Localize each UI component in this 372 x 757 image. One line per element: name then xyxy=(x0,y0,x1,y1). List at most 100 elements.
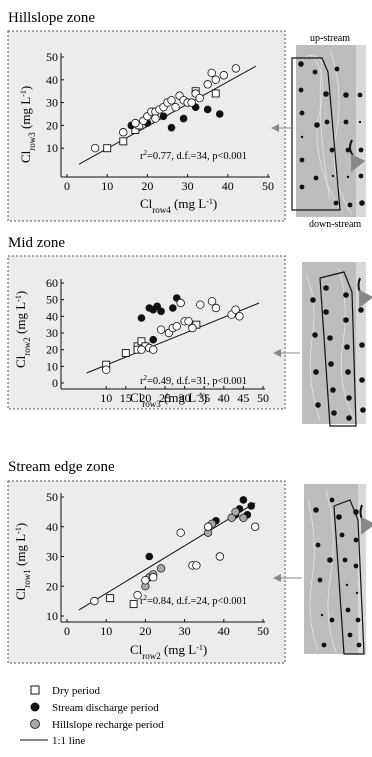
well-marker xyxy=(347,176,349,178)
well-marker xyxy=(330,618,335,623)
y-tick-label: 20 xyxy=(46,118,58,132)
well-marker xyxy=(325,120,330,125)
discharge-period-point xyxy=(169,304,177,312)
well-marker xyxy=(343,317,349,323)
x-tick-label: 50 xyxy=(262,179,274,193)
well-marker xyxy=(359,200,365,206)
well-marker xyxy=(359,174,364,179)
discharge-period-point xyxy=(168,124,176,132)
well-marker xyxy=(348,633,353,638)
well-marker xyxy=(359,377,365,383)
panel-2-title: Mid zone xyxy=(8,235,65,251)
discharge-period-point xyxy=(240,496,248,504)
well-marker xyxy=(322,643,327,648)
well-marker xyxy=(357,643,362,648)
discharge-period-point xyxy=(204,106,212,114)
well-marker xyxy=(327,557,333,563)
open-circle-point xyxy=(189,324,197,332)
well-marker xyxy=(299,88,304,93)
open-circle-point xyxy=(173,323,181,331)
well-marker xyxy=(345,369,351,375)
map-1-background xyxy=(296,45,366,217)
well-marker xyxy=(335,67,340,72)
well-marker xyxy=(356,592,358,594)
open-circle-point xyxy=(220,71,228,79)
y-tick-label: 60 xyxy=(46,276,58,290)
x-tick-label: 30 xyxy=(182,179,194,193)
open-circle-point xyxy=(216,553,224,561)
open-circle-point xyxy=(208,298,216,306)
y-tick-label: 40 xyxy=(46,73,58,87)
panel-1-title: Hillslope zone xyxy=(8,10,95,26)
dry-period-point xyxy=(104,145,111,152)
well-marker xyxy=(313,70,318,75)
well-marker xyxy=(330,498,335,503)
open-circle-point xyxy=(193,562,201,570)
map-top-label: up-stream xyxy=(310,33,350,44)
panel-3-stats: r2=0.84, d.f.=24, p<0.001 xyxy=(140,594,247,607)
well-marker xyxy=(316,543,321,548)
discharge-period-point xyxy=(216,110,224,118)
open-circle-point xyxy=(212,304,220,312)
open-circle-point xyxy=(251,523,259,531)
discharge-period-point xyxy=(180,115,188,123)
open-circle-point xyxy=(232,306,240,314)
x-tick-label: 10 xyxy=(101,179,113,193)
y-tick-label: 10 xyxy=(46,609,58,623)
legend-discharge-marker xyxy=(31,703,40,712)
legend-recharge-label: Hillslope recharge period xyxy=(52,719,164,731)
well-marker xyxy=(346,415,352,421)
open-circle-point xyxy=(168,97,176,105)
well-marker xyxy=(315,402,321,408)
panel-3-site-map xyxy=(304,484,366,654)
open-circle-point xyxy=(132,119,140,127)
open-circle-point xyxy=(138,346,146,354)
well-marker xyxy=(359,342,365,348)
y-tick-label: 30 xyxy=(46,96,58,110)
x-tick-label: 10 xyxy=(100,391,112,405)
well-marker xyxy=(312,332,318,338)
open-circle-point xyxy=(236,313,244,321)
dry-period-point xyxy=(212,90,219,97)
well-marker xyxy=(336,514,342,520)
well-marker xyxy=(327,335,333,341)
open-circle-point xyxy=(196,94,204,102)
well-marker xyxy=(328,361,334,367)
discharge-period-point xyxy=(146,553,154,561)
recharge-period-point xyxy=(157,565,165,573)
y-tick-label: 30 xyxy=(46,550,58,564)
well-marker xyxy=(323,309,329,315)
open-circle-point xyxy=(172,103,180,111)
y-tick-label: 10 xyxy=(46,141,58,155)
open-circle-point xyxy=(188,99,196,107)
well-marker xyxy=(356,618,361,623)
well-marker xyxy=(318,578,323,583)
x-tick-label: 45 xyxy=(237,391,249,405)
x-tick-label: 50 xyxy=(257,391,269,405)
open-circle-point xyxy=(142,577,150,585)
well-marker xyxy=(343,292,349,298)
panel-1-site-map: up-stream down-stream xyxy=(292,33,366,230)
well-marker xyxy=(340,533,345,538)
well-marker xyxy=(359,121,361,123)
open-circle-point xyxy=(212,76,220,84)
x-tick-label: 0 xyxy=(64,179,70,193)
discharge-period-point xyxy=(157,308,165,316)
dry-period-point xyxy=(122,350,129,357)
y-tick-label: 50 xyxy=(46,50,58,64)
well-marker xyxy=(332,175,334,177)
well-marker xyxy=(300,158,305,163)
y-tick-label: 20 xyxy=(46,579,58,593)
panel-2-site-map xyxy=(302,262,366,426)
y-tick-label: 20 xyxy=(46,343,58,357)
well-marker xyxy=(354,538,359,543)
panel-3-title: Stream edge zone xyxy=(8,459,115,475)
discharge-period-point xyxy=(149,336,157,344)
well-marker xyxy=(298,61,304,67)
well-marker xyxy=(300,111,305,116)
panel-2-stats: r2=0.49, d.f.=31, p<0.001 xyxy=(140,374,247,387)
x-tick-label: 10 xyxy=(100,624,112,638)
x-tick-label: 40 xyxy=(218,624,230,638)
x-tick-label: 40 xyxy=(218,391,230,405)
